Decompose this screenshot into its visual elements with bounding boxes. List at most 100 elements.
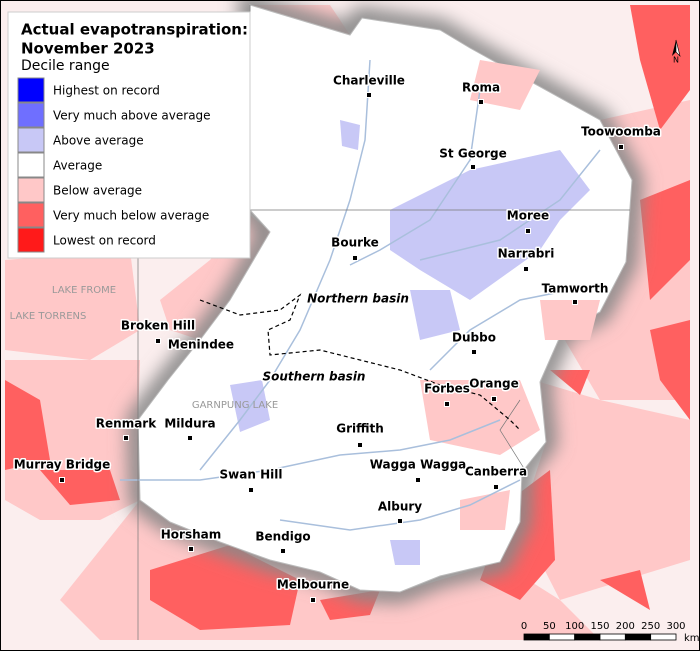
- legend-swatch: [17, 227, 45, 253]
- town-label: Murray Bridge: [14, 458, 111, 472]
- town-marker: [280, 548, 286, 554]
- town-marker: [523, 266, 529, 272]
- basin-label: Northern basin: [307, 292, 409, 306]
- town-label: Tamworth: [542, 282, 609, 296]
- legend-label: Very much below average: [53, 209, 209, 223]
- scale-tick-label: 150: [590, 621, 609, 632]
- town-label: Bourke: [331, 236, 379, 250]
- town-label: Griffith: [336, 422, 384, 436]
- town-marker: [248, 487, 254, 493]
- below-average-area: [540, 300, 600, 340]
- town-label: Menindee: [168, 338, 234, 352]
- town-marker: [572, 299, 578, 305]
- town-label: St George: [439, 147, 506, 161]
- legend-swatch: [17, 152, 45, 178]
- above-average-area: [340, 120, 360, 150]
- scale-tick-label: 50: [543, 621, 556, 632]
- scale-segment: [574, 633, 601, 641]
- scale-segment: [523, 633, 550, 641]
- town-label: Melbourne: [277, 578, 349, 592]
- town-marker: [357, 442, 363, 448]
- above-average-area: [390, 540, 420, 565]
- scale-tick-label: 300: [666, 621, 685, 632]
- legend-swatch: [17, 127, 45, 153]
- below-average-area: [460, 490, 510, 530]
- above-average-area: [390, 150, 590, 300]
- town-marker: [188, 546, 194, 552]
- legend-swatch: [17, 77, 45, 103]
- legend-label: Below average: [53, 184, 142, 198]
- scale-tick-label: 200: [616, 621, 635, 632]
- town-marker: [471, 349, 477, 355]
- river: [419, 149, 601, 261]
- map-shapes: [5, 0, 690, 640]
- town-label: Bendigo: [255, 530, 310, 544]
- town-marker: [397, 518, 403, 524]
- map-labels: Charleville Roma Toowoomba St George Moree Bo…: [10, 72, 662, 603]
- feature-label: GARNPUNG LAKE: [192, 400, 278, 411]
- town-marker: [525, 228, 531, 234]
- title: November 2023: [21, 40, 155, 58]
- scale-segment: [624, 633, 652, 641]
- town-label: Renmark: [96, 417, 157, 431]
- very-much-below-average-area: [630, 5, 690, 130]
- title: Actual evapotranspiration:: [21, 21, 248, 39]
- river: [120, 419, 501, 481]
- legend-box: [7, 11, 251, 259]
- river: [199, 59, 371, 471]
- town-label: Charleville: [333, 74, 405, 88]
- below-average-area: [470, 60, 540, 110]
- below-average-area: [5, 250, 140, 360]
- legend-label: Highest on record: [53, 84, 160, 98]
- legend-label: Lowest on record: [53, 234, 156, 248]
- town-marker: [491, 396, 497, 402]
- town-label: Horsham: [161, 528, 222, 542]
- north-arrow-icon: [672, 40, 676, 56]
- town-marker: [155, 338, 161, 344]
- legend-label: Average: [53, 159, 102, 173]
- very-much-below-average-area: [550, 370, 590, 395]
- legend-label: Above average: [53, 134, 144, 148]
- below-average-area: [420, 380, 540, 455]
- town-label: Canberra: [465, 465, 527, 479]
- town-label: Roma: [462, 81, 500, 95]
- town-marker: [187, 435, 193, 441]
- town-marker: [352, 255, 358, 261]
- town-label: Toowoomba: [581, 125, 661, 139]
- town-marker: [415, 477, 421, 483]
- legend-heading: Decile range: [21, 58, 110, 74]
- scale-tick-label: 100: [565, 621, 584, 632]
- above-average-area: [410, 290, 460, 340]
- river: [349, 89, 481, 266]
- town-marker: [470, 164, 476, 170]
- very-much-below-average-area: [650, 320, 690, 420]
- town-label: Narrabri: [498, 247, 555, 261]
- feature-label: LAKE FROME: [52, 285, 116, 296]
- town-label: Swan Hill: [220, 468, 283, 482]
- town-label: Dubbo: [452, 331, 496, 345]
- river: [279, 479, 521, 531]
- town-label: Forbes: [424, 382, 470, 396]
- town-label: Orange: [469, 377, 519, 391]
- town-marker: [123, 435, 129, 441]
- very-much-below-average-area: [640, 180, 690, 300]
- legend-swatch: [17, 177, 45, 203]
- basin-divide: [199, 293, 521, 431]
- scale-segment: [599, 633, 626, 641]
- scale-unit: km: [684, 633, 700, 644]
- legend-swatch: [17, 202, 45, 228]
- basin-label: Southern basin: [263, 370, 366, 384]
- town-label: Mildura: [164, 417, 215, 431]
- scale-tick-label: 0: [521, 621, 527, 632]
- scale-tick-label: 250: [641, 621, 660, 632]
- town-marker: [366, 92, 372, 98]
- town-marker: [618, 144, 624, 150]
- town-marker: [478, 99, 484, 105]
- legend-label: Very much above average: [53, 109, 211, 123]
- scale-segment: [548, 633, 576, 641]
- town-label: Moree: [507, 209, 549, 223]
- north-arrow: N: [672, 39, 681, 65]
- river: [429, 289, 571, 371]
